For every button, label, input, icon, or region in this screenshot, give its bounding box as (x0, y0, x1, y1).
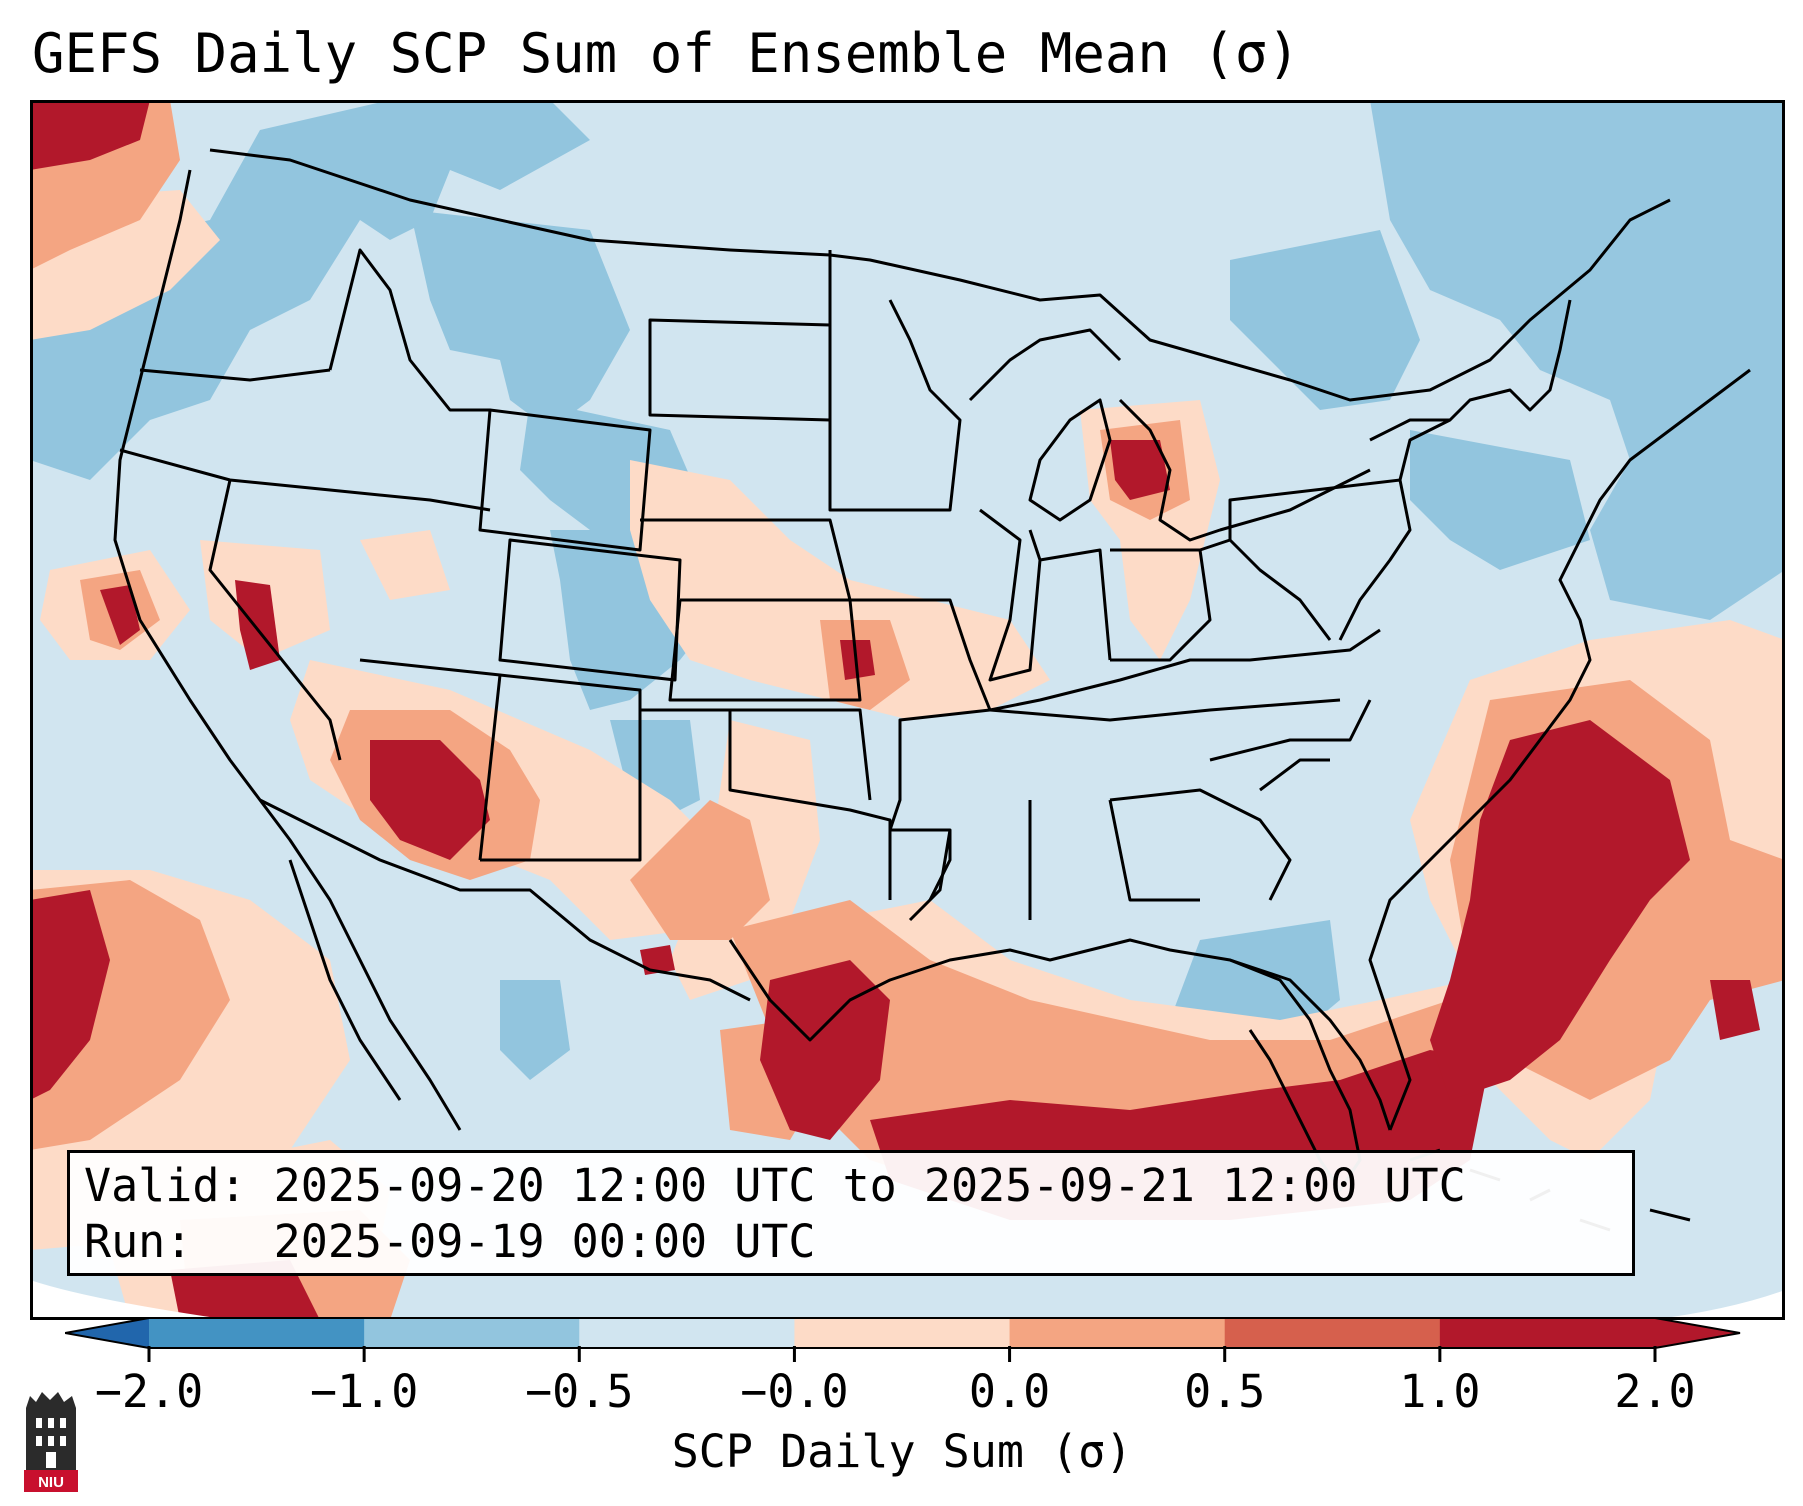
state-line-va-wv-pa (1199, 478, 1412, 641)
colorbar-tick-label: 0.0 (968, 1365, 1051, 1418)
colorbar-segment (1439, 1318, 1656, 1348)
blue-region-pacific-nw (30, 100, 590, 480)
state-line-il-in-oh (979, 508, 1212, 682)
colorbar-tick-label: 0.5 (1184, 1365, 1266, 1418)
colorbar-tick-label: 1.0 (1399, 1365, 1481, 1418)
state-line-ky-tn (989, 628, 1381, 722)
salmon-region-plains (630, 460, 1050, 720)
colorbar-tick-label: −2.0 (94, 1365, 204, 1418)
red-region-pacific (30, 890, 110, 1100)
red-region-pac-nw (30, 100, 150, 170)
colorbar-segment (1009, 1318, 1226, 1348)
colorbar-label: SCP Daily Sum (σ) (671, 1425, 1133, 1478)
blue-region-canada-east (1370, 100, 1785, 620)
niu-logo: NIU (24, 1392, 78, 1492)
colorbar-segment (149, 1318, 365, 1348)
state-line-or-id-nv (119, 448, 491, 512)
state-line-ca-nv (208, 479, 342, 761)
colorbar-extension-high (1655, 1318, 1740, 1348)
red-region-wisconsin (1110, 440, 1170, 500)
us-canada-border-west (209, 148, 831, 257)
red-region-arizona (370, 740, 490, 860)
state-line-wa-or (139, 368, 331, 382)
colorbar-segment (579, 1318, 795, 1348)
valid-time-text: Valid: 2025-09-20 12:00 UTC to 2025-09-2… (84, 1159, 1466, 1212)
red-region-nm-spot (640, 945, 675, 975)
valid-run-info-box: Valid: 2025-09-20 12:00 UTC to 2025-09-2… (67, 1150, 1635, 1276)
colorbar-tick-label: 2.0 (1614, 1365, 1696, 1418)
colorbar-extension-low (65, 1318, 149, 1348)
state-line-wy (478, 408, 652, 552)
gulf-coast-texas (728, 938, 1392, 1131)
blue-region-mexico (500, 980, 570, 1080)
state-line-nm (480, 673, 642, 862)
blue-region-montana (410, 210, 630, 430)
colorbar (65, 1318, 1741, 1362)
colorbar-segments (65, 1318, 1740, 1348)
great-lakes-outline (968, 328, 1450, 542)
red-region-nevada (235, 580, 280, 670)
boundaries (113, 148, 1751, 1192)
colorbar-tick-label: −0.5 (525, 1365, 634, 1418)
state-line-ms-al-ga (928, 788, 1292, 920)
projection-corner-bottom-right (1650, 1290, 1785, 1320)
run-time-text: Run: 2025-09-19 00:00 UTC (84, 1215, 816, 1268)
state-line-nc-sc (1209, 699, 1372, 792)
red-region-texas-coast (760, 960, 890, 1140)
blue-region-northeast (1410, 430, 1590, 570)
west-coast (113, 169, 462, 1131)
map-panel (30, 100, 1785, 1320)
projection-corner-bottom-left (30, 1280, 230, 1320)
orange-region-nm-tx (630, 800, 770, 940)
state-line-co (498, 538, 682, 682)
colorbar-outline (65, 1318, 1741, 1349)
colorbar-segment (1224, 1318, 1441, 1348)
state-line-mn-ia (828, 250, 962, 512)
state-line-id-mt (328, 248, 490, 412)
state-line-ny-ne (1398, 299, 1572, 481)
colorbar-tick-label: −0.0 (740, 1365, 849, 1418)
salmon-region-utah (360, 530, 450, 600)
state-line-ne-ks (640, 518, 862, 702)
red-region-atlantic-spot (1710, 980, 1760, 1040)
blue-region-great-lakes (1230, 230, 1420, 410)
colorbar-segment (794, 1318, 1011, 1348)
mexico-border (259, 798, 751, 1002)
colorbar-segment (364, 1318, 580, 1348)
atlantic-coast (1368, 368, 1751, 1131)
logo-tower (26, 1392, 76, 1470)
logo-banner (24, 1470, 78, 1492)
chart-title: GEFS Daily SCP Sum of Ensemble Mean (σ) (32, 22, 1300, 85)
colorbar-tick-label: −1.0 (309, 1365, 419, 1418)
red-region-ca (100, 585, 140, 645)
baja-coast (288, 859, 402, 1101)
red-region-atlantic (1430, 720, 1690, 1100)
logo-text: NIU (38, 1474, 64, 1491)
us-canada-border-east (829, 198, 1671, 402)
state-line-ok-tx (640, 708, 892, 900)
state-line-mo-ar-la (850, 598, 992, 922)
